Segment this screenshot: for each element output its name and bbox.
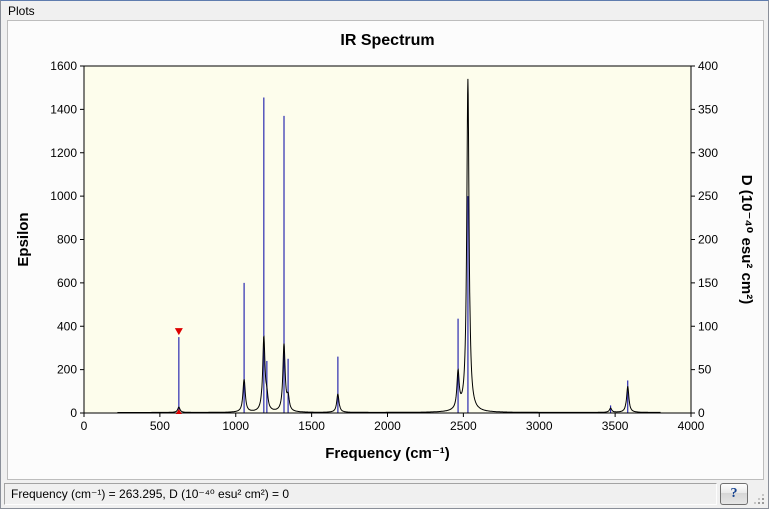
resize-grip[interactable]	[751, 483, 765, 505]
x-axis-label: Frequency (cm⁻¹)	[325, 445, 450, 462]
y-left-tick-label: 1200	[50, 146, 77, 160]
y-right-tick-label: 250	[698, 189, 718, 203]
question-mark-icon: ?	[730, 486, 738, 501]
help-button[interactable]: ?	[720, 483, 748, 505]
ir-spectrum-chart[interactable]: 0 500 1000 1500 2000 2500 3000 3500 400002004006…	[8, 21, 763, 479]
y-left-tick-label: 400	[57, 319, 77, 333]
y-left-tick-label: 600	[57, 276, 77, 290]
spectrum-curve	[117, 78, 661, 413]
y-right-tick-label: 0	[698, 406, 705, 420]
y-axis-label-left: Epsilon	[15, 212, 32, 266]
x-tick-label: 1500	[298, 419, 325, 433]
window-title: Plots	[8, 4, 35, 18]
x-tick-label: 1000	[222, 419, 249, 433]
x-tick-label: 2000	[374, 419, 401, 433]
y-left-tick-label: 200	[57, 363, 77, 377]
y-left-tick-label: 0	[70, 406, 77, 420]
x-tick-label: 3000	[526, 419, 553, 433]
chart-panel: 0 500 1000 1500 2000 2500 3000 3500 4000 0 200 400 6…	[7, 20, 764, 480]
y-left-tick-label: 800	[57, 233, 77, 247]
plot-area[interactable]	[84, 66, 691, 413]
status-cursor-readout: Frequency (cm⁻¹) = 263.295, D (10⁻⁴⁰ esu…	[4, 483, 717, 505]
y-right-tick-label: 150	[698, 276, 718, 290]
x-tick-label: 3500	[602, 419, 629, 433]
selected-peak-base-marker	[175, 409, 182, 414]
status-bar: Frequency (cm⁻¹) = 263.295, D (10⁻⁴⁰ esu…	[3, 482, 766, 506]
y-right-tick-label: 200	[698, 233, 718, 247]
y-right-tick-label: 400	[698, 59, 718, 73]
y-right-tick-label: 350	[698, 102, 718, 116]
x-tick-label: 500	[150, 419, 170, 433]
y-axis-label-right: D (10⁻⁴⁰ esu² cm²)	[738, 175, 755, 304]
x-tick-label: 4000	[678, 419, 705, 433]
x-tick-label: 0	[81, 419, 88, 433]
y-right-tick-label: 300	[698, 146, 718, 160]
y-right-tick-label: 50	[698, 363, 712, 377]
x-tick-label: 2500	[450, 419, 477, 433]
y-right-tick-label: 100	[698, 319, 718, 333]
y-left-tick-label: 1400	[50, 102, 77, 116]
selected-peak-marker[interactable]	[174, 328, 183, 336]
y-left-tick-label: 1000	[50, 189, 77, 203]
y-left-tick-label: 1600	[50, 59, 77, 73]
chart-title: IR Spectrum	[340, 32, 434, 49]
